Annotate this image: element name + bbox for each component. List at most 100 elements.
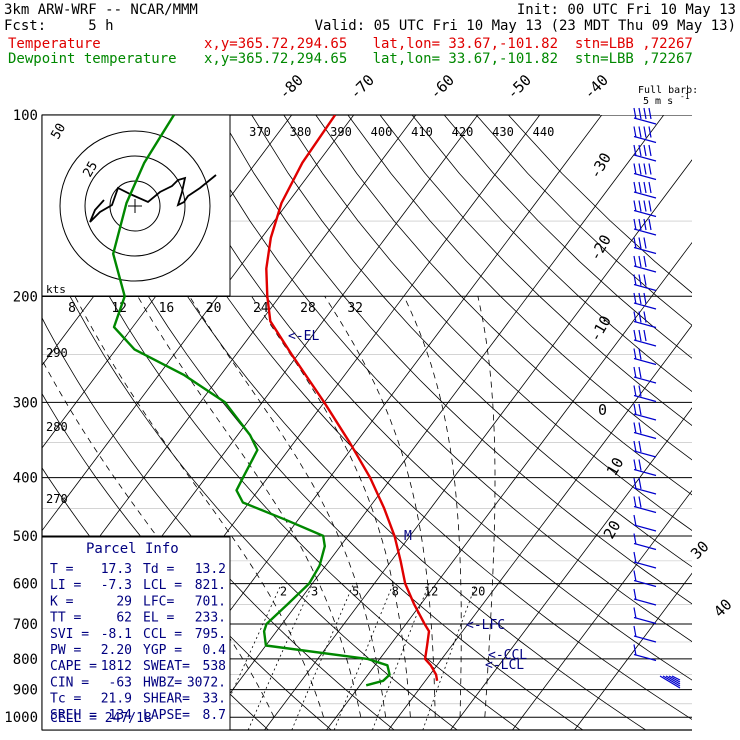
isotherm-line <box>42 115 417 614</box>
wind-barb-surface <box>662 675 681 687</box>
parcel-key: CCL = <box>143 627 182 642</box>
isotherm-line <box>450 407 692 730</box>
parcel-value: -63 <box>109 675 132 690</box>
level-marker-ccl: <-CCL <box>488 648 527 663</box>
parcel-key: YGP = <box>143 643 182 658</box>
parcel-value: 2.20 <box>101 643 132 658</box>
parcel-key: PW = <box>50 643 81 658</box>
model-title: 3km ARW-WRF -- NCAR/MMM <box>4 2 198 18</box>
theta-label-lower: 290 <box>46 346 68 360</box>
wind-barb-surface <box>665 675 681 685</box>
theta-label: 390 <box>330 125 352 139</box>
parcel-key: LFC= <box>143 594 174 609</box>
isotherm-label: -60 <box>426 71 458 103</box>
moist-adiabat <box>74 296 324 718</box>
isotherm-line <box>574 572 692 730</box>
wind-barb-surface <box>671 675 681 681</box>
isotherm-label: 30 <box>687 537 713 563</box>
temperature-location: x,y=365.72,294.65 lat,lon= 33.67,-101.82… <box>204 36 693 52</box>
hodograph-speed-label: 8 <box>68 301 76 316</box>
mixing-ratio-label: 12 <box>424 585 438 599</box>
wind-barb <box>633 496 657 514</box>
hodograph-ring-label: 50 <box>48 121 69 142</box>
parcel-value: 134 <box>109 708 133 723</box>
isotherm-label: -30 <box>586 150 615 182</box>
dry-adiabat <box>42 237 458 730</box>
wind-barb <box>633 255 657 273</box>
mixing-ratio-line <box>214 583 282 730</box>
mixing-ratio-label: 5 <box>352 585 359 599</box>
theta-label: 400 <box>371 125 393 139</box>
theta-label-lower: 270 <box>46 492 68 506</box>
wind-barb <box>633 533 657 551</box>
theta-label: 370 <box>249 125 271 139</box>
barb-legend-units: 5 m s <box>643 96 673 107</box>
isotherm-line <box>264 159 692 730</box>
moist-adiabat <box>251 296 411 718</box>
isotherm-label: -10 <box>586 313 615 345</box>
isotherm-label: -40 <box>580 71 612 103</box>
isotherm-label: 10 <box>603 454 628 479</box>
dry-adiabat <box>58 115 584 730</box>
dewpoint-legend: Dewpoint temperature <box>8 51 177 67</box>
mixing-ratio-line <box>372 583 430 730</box>
parcel-key: LCL = <box>143 578 182 593</box>
dry-adiabat <box>379 115 692 426</box>
parcel-value: 8.7 <box>203 708 226 723</box>
parcel-value: 17.3 <box>101 562 132 577</box>
theta-label: 440 <box>533 125 555 139</box>
wind-barb <box>633 163 657 181</box>
wind-barb <box>633 181 657 199</box>
hodograph-ring <box>59 130 211 282</box>
parcel-value: 13.2 <box>195 562 226 577</box>
isotherm-line <box>202 115 665 730</box>
wind-barb <box>633 107 657 125</box>
pressure-label: 1000 <box>4 710 38 726</box>
moist-adiabat <box>477 296 496 718</box>
parcel-value: 821. <box>195 578 226 593</box>
parcel-key: TT = <box>50 611 81 626</box>
parcel-key: EL = <box>143 611 174 626</box>
dry-adiabat <box>411 115 692 392</box>
wind-barb-surface <box>659 675 681 689</box>
parcel-value: 795. <box>195 627 226 642</box>
dewpoint-trace <box>111 115 391 687</box>
hodograph-ring-label: 25 <box>80 159 101 180</box>
wind-barb-surface <box>668 675 681 683</box>
parcel-value: 1812 <box>101 659 132 674</box>
parcel-key: SREH = <box>50 708 97 723</box>
parcel-info-box <box>41 536 231 731</box>
parcel-value: 538 <box>203 659 226 674</box>
isotherm-label: 20 <box>600 517 625 542</box>
wind-barb <box>633 366 657 384</box>
temperature-legend: Temperature <box>8 36 101 52</box>
moist-adiabat <box>403 296 462 718</box>
forecast-hour: Fcst: 5 h <box>4 18 114 34</box>
parcel-key: K = <box>50 594 74 609</box>
parcel-value: 701. <box>195 594 226 609</box>
wind-barb <box>633 403 657 421</box>
wind-barb <box>633 237 657 255</box>
isotherm-label: 40 <box>710 595 736 621</box>
pressure-label: 100 <box>13 108 38 124</box>
wind-barb <box>633 329 657 347</box>
hodograph-unit-label: kts <box>46 283 66 296</box>
parcel-key: LAPSE= <box>143 708 190 723</box>
wind-barb <box>633 514 657 532</box>
mixing-ratio-label: 20 <box>471 585 485 599</box>
dry-adiabat <box>251 115 692 568</box>
parcel-key: CAPE = <box>50 659 97 674</box>
theta-label: 380 <box>290 125 312 139</box>
pressure-label: 400 <box>13 471 38 487</box>
isotherm-line <box>42 115 45 118</box>
wind-barb <box>633 588 657 606</box>
parcel-value: 62 <box>116 611 132 626</box>
theta-label-lower: 280 <box>46 420 68 434</box>
wind-barb <box>633 644 657 662</box>
parcel-value: 21.9 <box>101 692 132 707</box>
mixing-ratio-label: 2 <box>280 585 287 599</box>
dewpoint-location: x,y=365.72,294.65 lat,lon= 33.67,-101.82… <box>204 51 693 67</box>
parcel-key: T = <box>50 562 74 577</box>
isotherm-label: -80 <box>275 71 307 103</box>
